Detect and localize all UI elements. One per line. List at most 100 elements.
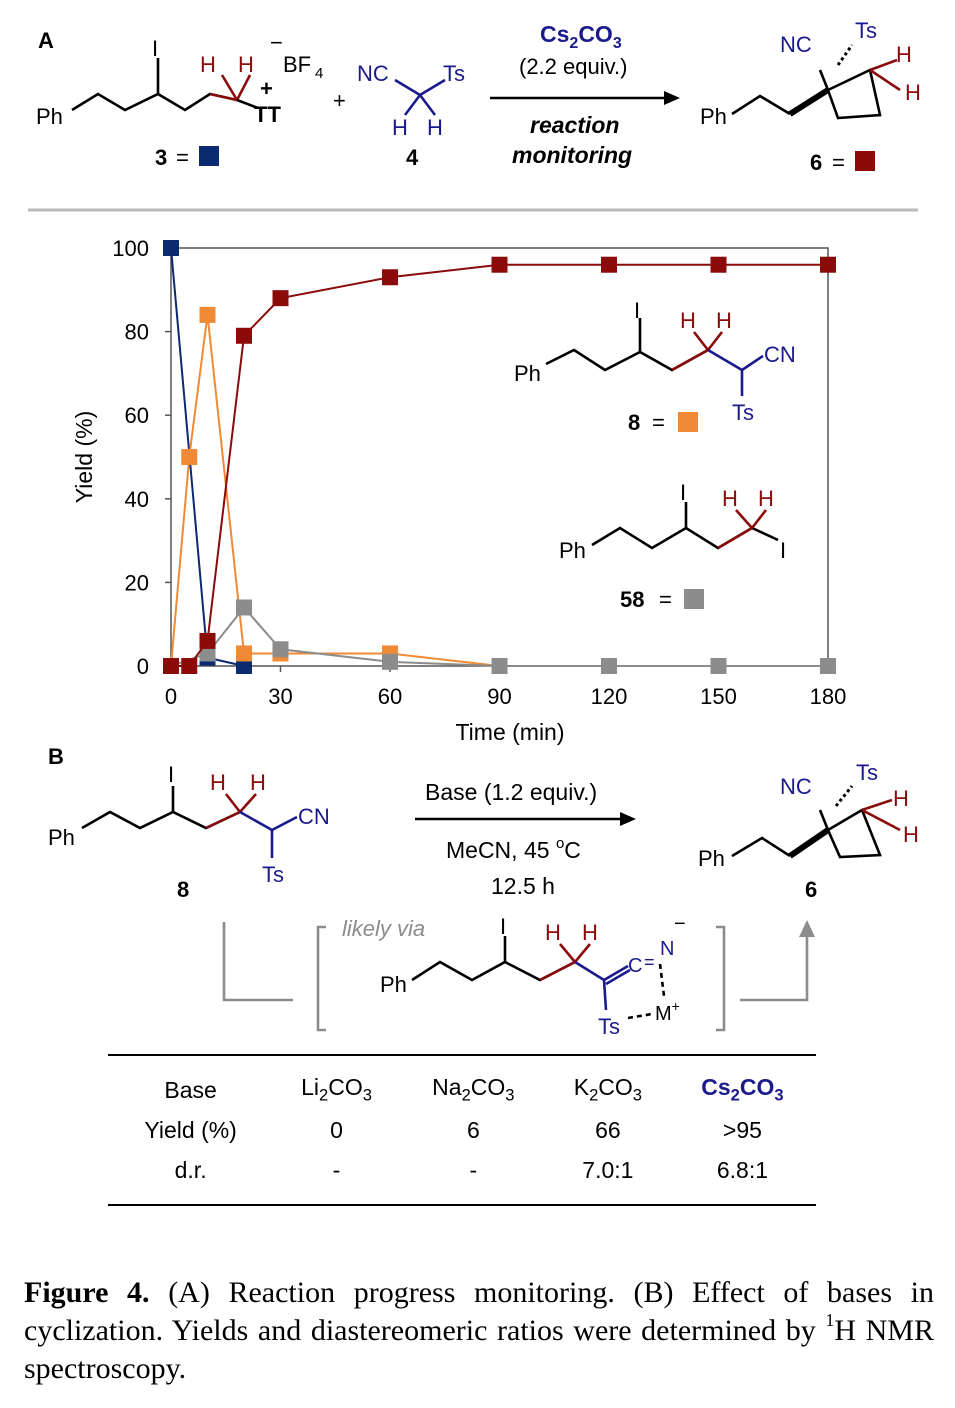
svg-text:Ph: Ph	[514, 361, 541, 386]
legend-3-marker	[199, 146, 219, 166]
svg-text:H: H	[210, 770, 226, 795]
x-tick-label: 180	[810, 684, 847, 709]
compound-4-structure	[394, 78, 446, 116]
svg-text:H: H	[716, 308, 732, 333]
compound-3-structure	[71, 58, 259, 112]
likely-via-label: likely via	[342, 916, 425, 941]
series-line	[170, 314, 500, 667]
panel-b-label: B	[48, 744, 64, 769]
data-point	[181, 658, 198, 674]
svg-text:CN: CN	[764, 342, 796, 367]
compound-6-structure-a	[731, 44, 901, 120]
svg-text:+: +	[333, 88, 346, 113]
data-point	[199, 645, 216, 662]
svg-text:Ph: Ph	[36, 104, 63, 129]
x-tick-label: 30	[268, 684, 292, 709]
y-tick-label: 100	[112, 236, 149, 261]
svg-text:TT: TT	[254, 102, 281, 127]
table-cell: 7.0:1	[582, 1156, 634, 1183]
table-cell: Yield (%)	[144, 1116, 237, 1143]
data-point	[491, 658, 508, 674]
compound-8-structure	[81, 786, 298, 858]
panel-a: A Ph I H H − BF 4 + TT 3 = + NC Ts	[36, 18, 921, 175]
series-8	[163, 306, 508, 674]
figure-canvas: A Ph I H H − BF 4 + TT 3 = + NC Ts	[28, 18, 921, 1039]
compound-6-structure-b	[731, 785, 901, 859]
svg-text:H: H	[427, 115, 443, 140]
svg-text:Ph: Ph	[700, 104, 727, 129]
data-point	[163, 658, 179, 674]
svg-text:Ts: Ts	[732, 400, 754, 425]
series-6	[163, 256, 836, 674]
table-cell: K2CO3	[573, 1074, 642, 1105]
data-point	[272, 641, 289, 658]
table-cell: -	[332, 1156, 341, 1183]
compound-4-label: 4	[406, 145, 419, 170]
series-layer	[163, 240, 836, 674]
data-point	[382, 269, 398, 286]
svg-text:H: H	[392, 115, 408, 140]
svg-text:Cs2CO3: Cs2CO3	[540, 21, 622, 52]
svg-text:Ts: Ts	[856, 760, 878, 785]
series-58	[163, 599, 836, 674]
svg-text:4: 4	[315, 65, 323, 82]
table-cell: 66	[595, 1116, 621, 1143]
data-point	[820, 256, 836, 273]
svg-text:Ts: Ts	[443, 61, 465, 86]
data-point	[601, 256, 617, 273]
svg-text:NC: NC	[780, 774, 812, 799]
data-point	[199, 306, 216, 323]
svg-text:=: =	[659, 587, 672, 612]
data-point	[710, 256, 727, 273]
svg-text:Ts: Ts	[855, 18, 877, 43]
pathway-arrowhead	[799, 920, 815, 937]
legend-58-label: 58	[620, 587, 644, 612]
svg-text:=: =	[832, 150, 845, 175]
y-tick-label: 0	[137, 654, 149, 679]
data-point	[236, 658, 252, 674]
x-tick-label: 150	[700, 684, 737, 709]
table-cell: d.r.	[174, 1156, 207, 1183]
table-cell: >95	[722, 1116, 762, 1143]
table-cell: -	[469, 1156, 478, 1183]
svg-text:N: N	[660, 938, 674, 960]
svg-text:H: H	[200, 52, 216, 77]
svg-text:MeCN, 45 oC: MeCN, 45 oC	[446, 835, 581, 863]
intermediate-structure	[411, 936, 666, 1020]
data-point	[199, 632, 216, 649]
svg-text:BF: BF	[283, 52, 311, 77]
svg-text:=: =	[176, 145, 189, 170]
compound-6-label-a: 6	[810, 150, 822, 175]
reagent-equiv: (2.2 equiv.)	[519, 54, 627, 79]
svg-text:H: H	[722, 486, 738, 511]
svg-text:−: −	[674, 913, 686, 935]
svg-text:Ph: Ph	[698, 846, 725, 871]
table-cell: 6	[466, 1116, 480, 1143]
svg-text:=: =	[652, 410, 665, 435]
panel-b: B Ph I H H CN Ts 8 Base (1.2 equiv.) MeC…	[48, 744, 919, 1039]
data-point	[181, 449, 198, 465]
legend-6-marker	[855, 151, 875, 171]
svg-text:M+: M+	[655, 998, 680, 1025]
x-tick-label: 90	[487, 684, 511, 709]
y-tick-label: 60	[125, 403, 149, 428]
svg-text:H: H	[582, 920, 598, 945]
x-axis: 0 30 60 90 120 150 180	[165, 666, 846, 709]
svg-text:I: I	[780, 538, 786, 563]
data-point	[236, 327, 252, 344]
data-point	[820, 658, 836, 674]
svg-text:NC: NC	[780, 32, 812, 57]
svg-text:I: I	[168, 762, 174, 787]
data-point	[491, 256, 508, 273]
x-axis-label: Time (min)	[455, 719, 564, 745]
x-tick-label: 0	[165, 684, 177, 709]
compound-6-label-b: 6	[805, 877, 817, 902]
svg-text:Ph: Ph	[559, 538, 586, 563]
x-tick-label: 120	[591, 684, 628, 709]
svg-text:I: I	[680, 480, 686, 505]
figure-caption: Figure 4. (A) Reaction progress monitori…	[24, 1276, 934, 1385]
table-cell: Cs2CO3	[701, 1074, 784, 1105]
legend-58-marker	[684, 589, 704, 609]
y-tick-label: 80	[125, 320, 149, 345]
caption-figure-label: Figure 4.	[24, 1276, 150, 1309]
